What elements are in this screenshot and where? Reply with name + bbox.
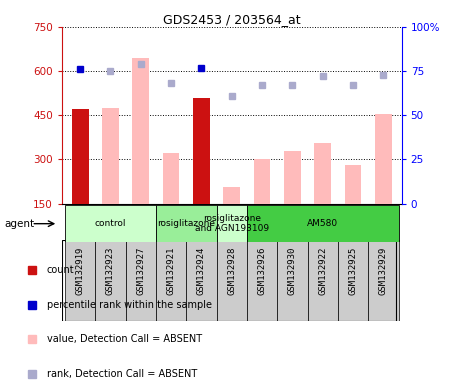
Bar bbox=[277, 240, 308, 321]
Bar bbox=[72, 109, 89, 248]
Bar bbox=[284, 151, 301, 248]
Text: AM580: AM580 bbox=[307, 219, 338, 228]
Bar bbox=[95, 240, 126, 321]
Text: GSM132928: GSM132928 bbox=[227, 247, 236, 295]
Bar bbox=[186, 240, 217, 321]
Bar bbox=[338, 240, 368, 321]
Title: GDS2453 / 203564_at: GDS2453 / 203564_at bbox=[163, 13, 301, 26]
Bar bbox=[126, 240, 156, 321]
Text: GSM132929: GSM132929 bbox=[379, 247, 388, 295]
Bar bbox=[368, 240, 398, 321]
Bar bbox=[133, 58, 149, 248]
Bar bbox=[224, 187, 240, 248]
Bar bbox=[156, 205, 217, 242]
Bar bbox=[156, 240, 186, 321]
Text: GSM132922: GSM132922 bbox=[318, 247, 327, 295]
Bar bbox=[375, 114, 392, 248]
Bar bbox=[247, 240, 277, 321]
Text: GSM132925: GSM132925 bbox=[348, 247, 358, 295]
Text: rosiglitazone
and AGN193109: rosiglitazone and AGN193109 bbox=[195, 214, 269, 233]
Bar bbox=[217, 205, 247, 242]
Text: GSM132923: GSM132923 bbox=[106, 247, 115, 295]
Bar bbox=[345, 165, 361, 248]
Text: percentile rank within the sample: percentile rank within the sample bbox=[47, 300, 212, 310]
Bar bbox=[217, 240, 247, 321]
Text: GSM132927: GSM132927 bbox=[136, 247, 146, 295]
Text: count: count bbox=[47, 265, 74, 275]
Text: rank, Detection Call = ABSENT: rank, Detection Call = ABSENT bbox=[47, 369, 197, 379]
Bar bbox=[314, 143, 331, 248]
Bar bbox=[102, 108, 119, 248]
Bar bbox=[65, 205, 156, 242]
Text: value, Detection Call = ABSENT: value, Detection Call = ABSENT bbox=[47, 334, 202, 344]
Bar bbox=[247, 205, 398, 242]
Text: GSM132919: GSM132919 bbox=[76, 247, 84, 295]
Bar bbox=[254, 159, 270, 248]
Bar bbox=[163, 154, 179, 248]
Bar bbox=[308, 240, 338, 321]
Text: GSM132921: GSM132921 bbox=[167, 247, 176, 295]
Text: GSM132926: GSM132926 bbox=[257, 247, 267, 295]
Text: GSM132924: GSM132924 bbox=[197, 247, 206, 295]
Text: control: control bbox=[95, 219, 126, 228]
Bar bbox=[193, 98, 210, 248]
Bar bbox=[65, 240, 95, 321]
Text: rosiglitazone: rosiglitazone bbox=[157, 219, 215, 228]
Text: agent: agent bbox=[5, 218, 35, 229]
Text: GSM132930: GSM132930 bbox=[288, 247, 297, 295]
